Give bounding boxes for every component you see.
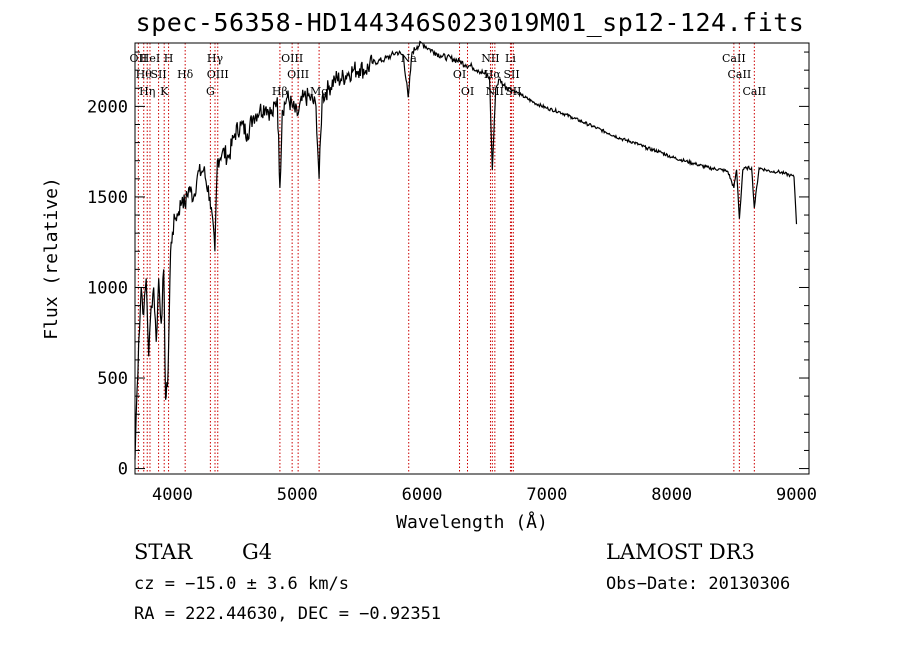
x-axis: 4000 5000 6000 7000 8000 9000 — [152, 485, 817, 505]
line-marker-label: OIII — [281, 52, 303, 65]
line-marker-label: Na — [401, 52, 418, 65]
line-marker-label: OI — [461, 85, 474, 98]
line-marker-label: SII — [150, 68, 166, 81]
line-marker-label: OII — [130, 52, 148, 65]
y-axis: 0 500 1000 1500 2000 — [87, 51, 809, 480]
x-tick-label: 8000 — [651, 485, 692, 505]
velocity-readout: cz = −15.0 ± 3.6 km/s — [134, 574, 349, 594]
observation-date: Obs−Date: 20130306 — [606, 574, 791, 594]
line-marker-label: OI — [453, 68, 466, 81]
line-marker-label: Li — [505, 52, 516, 65]
object-subclass: G4 — [242, 540, 273, 564]
x-tick-label: 5000 — [277, 485, 318, 505]
line-marker-label: Hη — [139, 85, 155, 98]
line-marker-label: Hθ — [136, 68, 153, 81]
chart-title: spec-56358-HD144346S023019M01_sp12-124.f… — [135, 8, 805, 37]
y-tick-label: 0 — [118, 460, 128, 480]
line-marker-labels: OIIHθHηHeISIIKHHδGHγOIIIHβOIIIOIIIMgNaOI… — [130, 52, 767, 98]
line-marker-label: OIII — [207, 68, 229, 81]
x-tick-label: 9000 — [776, 485, 817, 505]
line-marker-label: Hγ — [207, 52, 224, 65]
line-marker-label: H — [164, 52, 174, 65]
coordinates-readout: RA = 222.44630, DEC = −0.92351 — [134, 604, 442, 624]
line-marker-label: CaII — [728, 68, 752, 81]
line-marker-label: G — [206, 85, 215, 98]
line-marker-label: OIII — [287, 68, 309, 81]
line-marker-label: SII — [503, 68, 519, 81]
spectrum-line — [134, 40, 798, 460]
object-class: STAR — [134, 540, 193, 564]
line-marker-label: CaII — [742, 85, 766, 98]
line-marker-label: NII — [481, 52, 499, 65]
x-tick-label: 4000 — [152, 485, 193, 505]
x-tick-label: 7000 — [526, 485, 567, 505]
y-tick-label: 500 — [97, 369, 128, 389]
line-marker-label: HeI — [140, 52, 160, 65]
line-marker-label: Hδ — [177, 68, 194, 81]
line-marker-label: Hβ — [272, 85, 288, 98]
line-markers — [137, 43, 755, 474]
y-tick-label: 1000 — [87, 278, 128, 298]
y-tick-label: 1500 — [87, 188, 128, 208]
y-tick-label: 2000 — [87, 97, 128, 117]
y-axis-label: Flux (relative) — [41, 177, 62, 340]
x-axis-label: Wavelength (Å) — [396, 511, 548, 533]
x-tick-label: 6000 — [402, 485, 443, 505]
line-marker-label: K — [160, 85, 169, 98]
plot-frame — [134, 42, 810, 475]
survey-name: LAMOST DR3 — [606, 540, 755, 564]
line-marker-label: CaII — [722, 52, 746, 65]
